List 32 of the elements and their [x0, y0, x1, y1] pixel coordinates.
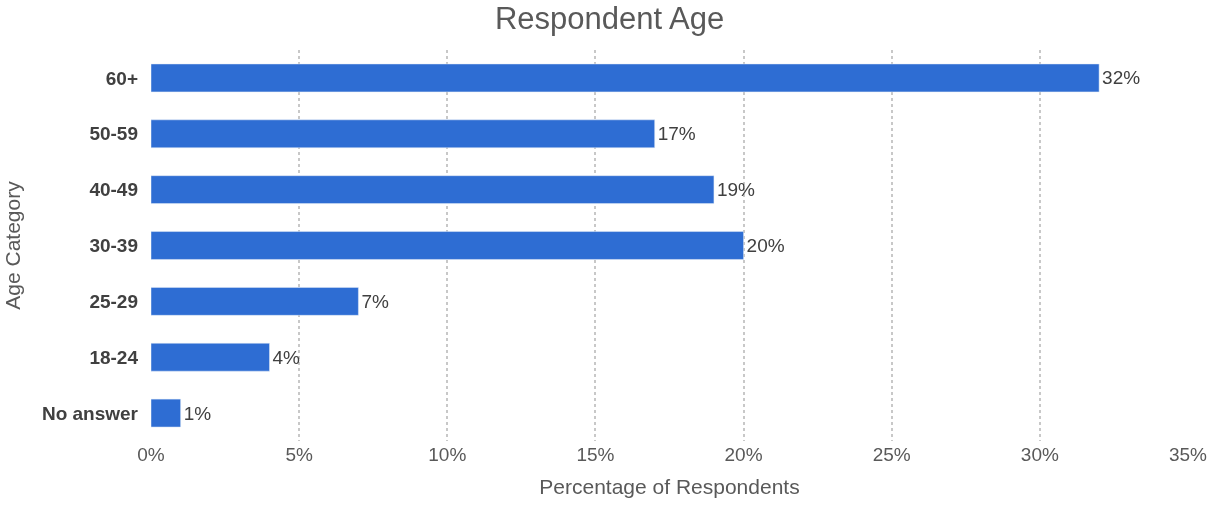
data-label: 32% [1102, 67, 1141, 89]
x-tick-label: 20% [724, 444, 763, 465]
y-tick-label: 18-24 [89, 346, 139, 368]
data-label: 17% [657, 123, 696, 145]
x-tick-label: 35% [1168, 444, 1208, 465]
x-tick-label: 10% [428, 444, 467, 465]
bar [151, 231, 744, 260]
data-label: 20% [746, 235, 785, 256]
data-label: 7% [361, 290, 389, 312]
bar [151, 287, 359, 316]
bar [151, 63, 1100, 93]
chart-title: Respondent Age [494, 1, 725, 37]
data-label: 19% [716, 179, 756, 201]
bar [151, 398, 181, 428]
x-tick-label: 25% [872, 444, 911, 465]
bar [151, 119, 655, 148]
x-tick-label: 30% [1020, 444, 1059, 465]
y-tick-label: 50-59 [89, 123, 138, 145]
data-label: 1% [183, 402, 212, 424]
bar [151, 175, 715, 204]
y-tick-label: No answer [41, 402, 139, 424]
y-tick-label: 60+ [105, 67, 138, 89]
data-label: 4% [272, 346, 301, 368]
y-tick-label: 30-39 [89, 235, 138, 257]
x-tick-label: 5% [285, 444, 313, 465]
x-tick-label: 15% [576, 444, 615, 465]
x-tick-label: 0% [137, 444, 165, 465]
y-axis-title: Age Category [1, 180, 25, 310]
y-tick-label: 25-29 [89, 291, 138, 313]
y-tick-label: 40-49 [89, 179, 138, 201]
x-axis-title: Percentage of Respondents [539, 475, 800, 499]
bar [151, 343, 270, 372]
